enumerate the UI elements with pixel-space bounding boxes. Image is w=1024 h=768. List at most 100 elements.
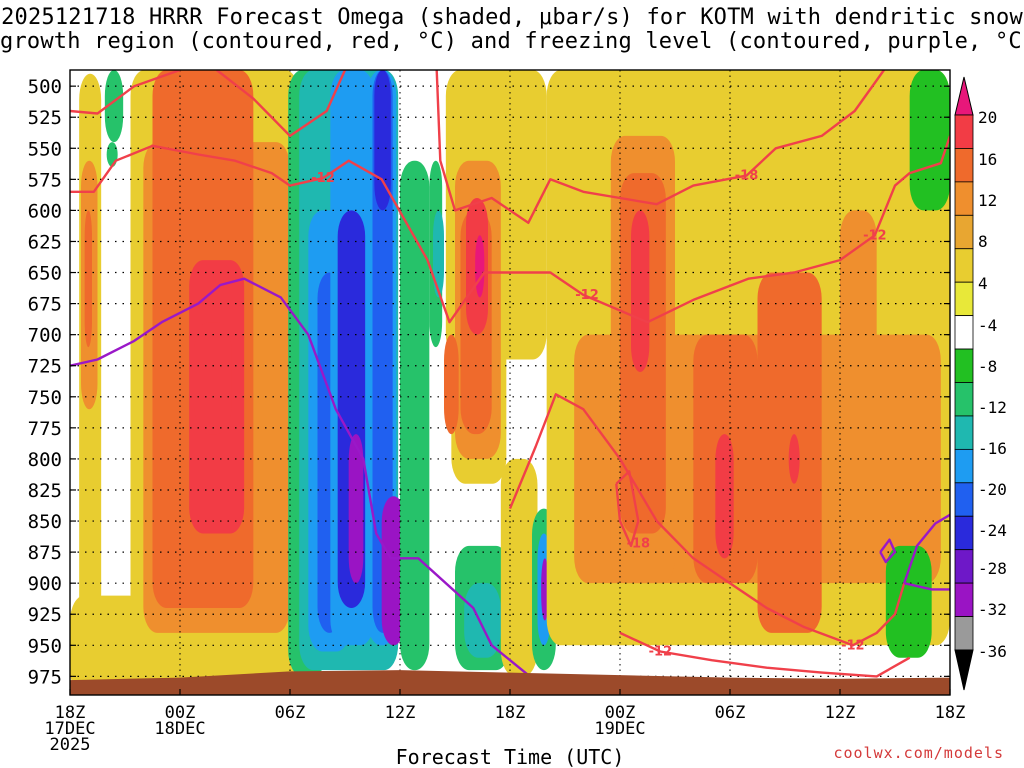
omega-cell — [500, 458, 538, 677]
y-tick-label: 500 — [28, 76, 62, 98]
dendritic-contour-line — [615, 470, 640, 548]
colorbar-swatch — [954, 181, 974, 216]
contour-label: -18 — [627, 536, 651, 551]
omega-cell — [400, 160, 430, 671]
dendritic-contour-line — [215, 70, 347, 138]
y-tick-label: 525 — [28, 107, 62, 129]
colorbar-bottom-arrow — [954, 649, 974, 691]
y-tick-label: 800 — [28, 449, 62, 471]
colorbar-swatch — [954, 214, 974, 250]
omega-cell — [70, 595, 144, 695]
contour-label: -12 — [863, 228, 887, 243]
colorbar-swatch — [954, 281, 974, 317]
colorbar-swatch — [954, 616, 974, 651]
freezing-level-line — [903, 582, 950, 591]
omega-cell — [106, 142, 118, 167]
omega-cell — [715, 434, 734, 559]
x-tick-label: 18Z — [495, 703, 526, 723]
contour-label: -18 — [735, 169, 759, 184]
colorbar-swatch — [954, 114, 974, 149]
omega-cell — [631, 210, 650, 372]
colorbar-label: -32 — [978, 600, 1007, 619]
y-tick-label: 625 — [28, 231, 62, 253]
omega-cell — [475, 235, 485, 298]
y-tick-label: 750 — [28, 387, 62, 409]
x-tick-label: 06Z — [715, 703, 746, 723]
freezing-level-line — [879, 538, 897, 564]
colorbar-swatch — [954, 582, 974, 617]
contour-label: -12 — [841, 638, 865, 653]
x-tick-label: 18Z — [935, 703, 966, 723]
y-tick-label: 675 — [28, 294, 62, 316]
colorbar-label: 20 — [978, 108, 997, 127]
y-tick-label: 650 — [28, 263, 62, 285]
colorbar-label: -36 — [978, 642, 1007, 661]
y-tick-label: 600 — [28, 200, 62, 222]
omega-cell — [104, 70, 124, 143]
x-tick-label: 00Z — [165, 703, 196, 723]
colorbar-swatch — [954, 348, 974, 383]
omega-cell — [84, 210, 92, 348]
y-tick-label: 550 — [28, 138, 62, 160]
omega-cell — [348, 434, 364, 584]
omega-cell — [788, 434, 800, 484]
dendritic-contour-line — [435, 70, 885, 225]
colorbar-label: -20 — [978, 480, 1007, 499]
x-tick-label: 2025 — [50, 735, 91, 755]
x-tick-label: 18Z — [55, 703, 86, 723]
y-tick-label: 775 — [28, 418, 62, 440]
chart-title: 2025121718 HRRR Forecast Omega (shaded, … — [0, 6, 1024, 54]
colorbar-swatch — [954, 382, 974, 417]
title-line-1: 2025121718 HRRR Forecast Omega (shaded, … — [1, 5, 1023, 30]
freezing-level-line — [70, 277, 539, 684]
omega-cell — [464, 583, 501, 658]
colorbar-label: 4 — [978, 274, 988, 293]
omega-cell — [909, 70, 950, 211]
y-tick-label: 575 — [28, 169, 62, 191]
x-tick-label: 12Z — [825, 703, 856, 723]
title-line-2: growth region (contoured, red, °C) and f… — [0, 29, 1024, 54]
x-tick-label: 06Z — [275, 703, 306, 723]
contour-label: -12 — [311, 171, 335, 186]
y-tick-label: 900 — [28, 573, 62, 595]
dendritic-contour-line — [508, 393, 906, 647]
colorbar-label: 12 — [978, 191, 997, 210]
colorbar-swatch — [954, 482, 974, 517]
colorbar-label: -28 — [978, 559, 1007, 578]
colorbar-label: -12 — [978, 398, 1007, 417]
colorbar-swatch — [954, 549, 974, 584]
colorbar-label: -24 — [978, 521, 1007, 540]
y-tick-label: 975 — [28, 666, 62, 688]
colorbar-swatch — [954, 415, 974, 450]
freezing-level-line — [903, 513, 950, 584]
colorbar-label: -4 — [978, 316, 997, 335]
colorbar-label: 8 — [978, 232, 988, 251]
contour-label: -12 — [649, 645, 673, 660]
x-axis-label: Forecast Time (UTC) — [396, 745, 625, 768]
y-tick-label: 850 — [28, 511, 62, 533]
x-tick-label: 00Z — [605, 703, 636, 723]
colorbar-swatch — [954, 148, 974, 183]
colorbar-swatch — [954, 315, 974, 350]
credit-text: coolwx.com/models — [833, 744, 1004, 762]
x-tick-label: 12Z — [385, 703, 416, 723]
omega-cell — [374, 70, 391, 211]
omega-cell — [885, 545, 932, 658]
colorbar-swatch — [954, 248, 974, 283]
colorbar-label: -8 — [978, 357, 997, 376]
y-tick-label: 825 — [28, 480, 62, 502]
y-tick-label: 950 — [28, 635, 62, 657]
dendritic-contour-line — [619, 631, 911, 678]
colorbar-top-arrow — [954, 76, 974, 116]
colorbar-label: -16 — [978, 439, 1007, 458]
omega-cell — [433, 210, 444, 298]
colorbar-swatch — [954, 515, 974, 551]
x-tick-label: 19DEC — [594, 719, 645, 739]
y-tick-label: 875 — [28, 542, 62, 564]
x-tick-label: 17DEC — [44, 719, 95, 739]
dendritic-contour-line — [70, 135, 950, 324]
terrain-surface — [70, 670, 950, 695]
colorbar-swatch — [954, 448, 974, 484]
omega-cell — [444, 334, 459, 435]
